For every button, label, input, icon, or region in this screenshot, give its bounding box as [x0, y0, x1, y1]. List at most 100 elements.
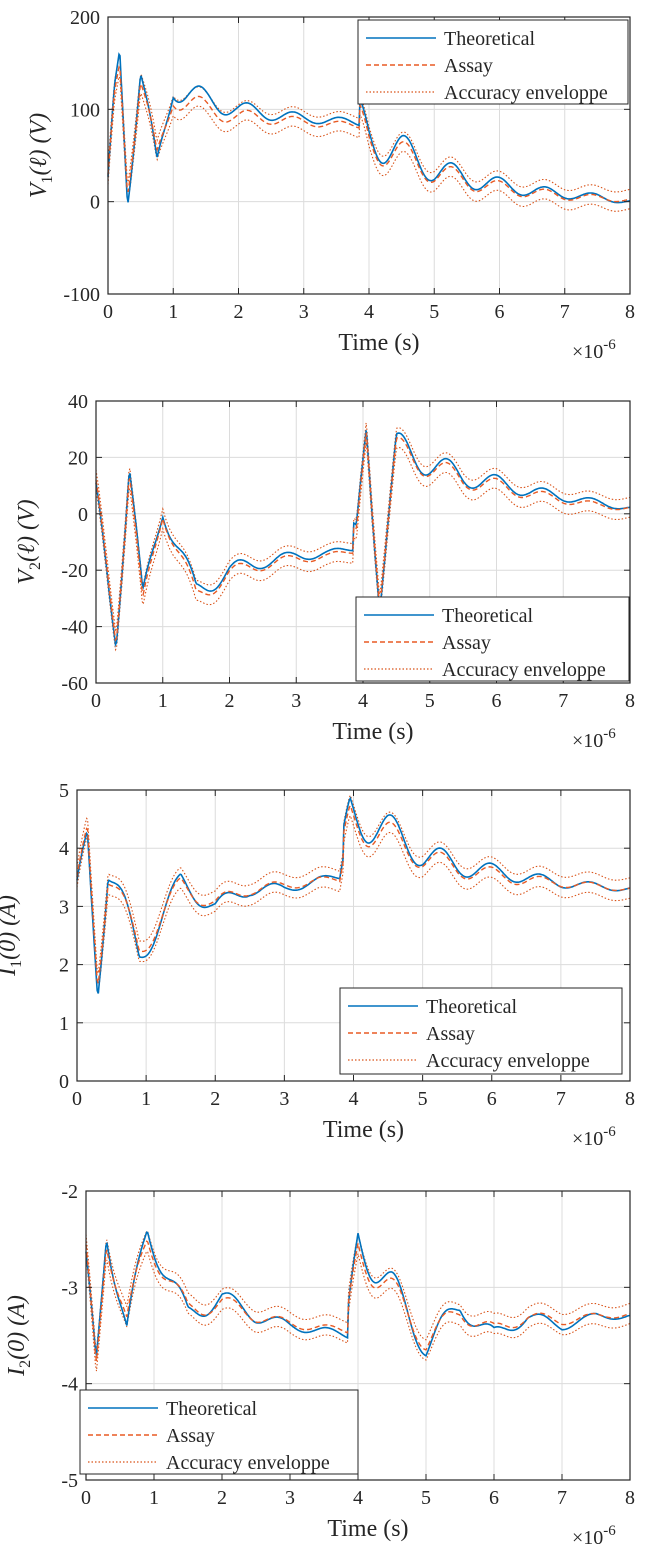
y-tick-label: -20: [61, 560, 88, 582]
x-tick-label: 2: [234, 301, 244, 323]
x-tick-label: 4: [349, 1088, 359, 1110]
y-tick-label: 40: [68, 391, 88, 413]
x-tick-label: 5: [418, 1088, 428, 1110]
series-envelope-upper: [95, 422, 631, 632]
x-tick-label: 7: [557, 1487, 567, 1509]
x-axis-multiplier: ×10-6: [572, 1124, 616, 1150]
y-axis-label: V2(ℓ) (V): [14, 499, 44, 584]
y-tick-label: 2: [59, 955, 69, 977]
legend-label: Assay: [426, 1023, 475, 1045]
y-tick-label: -5: [61, 1470, 78, 1492]
x-tick-label: 1: [168, 301, 178, 323]
x-axis-multiplier: ×10-6: [572, 726, 616, 752]
y-tick-label: 3: [59, 896, 69, 918]
y-tick-label: -40: [61, 617, 88, 639]
x-tick-label: 6: [495, 301, 505, 323]
x-tick-label: 8: [625, 1487, 635, 1509]
x-tick-label: 7: [558, 690, 568, 712]
x-axis-multiplier: ×10-6: [572, 337, 616, 363]
series-assay: [76, 803, 631, 984]
x-axis-multiplier: ×10-6: [572, 1523, 616, 1549]
legend-label: Theoretical: [166, 1398, 257, 1420]
legend-label: Accuracy enveloppe: [426, 1050, 590, 1072]
y-tick-label: -100: [63, 284, 100, 306]
legend-box: [79, 1389, 359, 1475]
legend: Theoretical Assay Accuracy enveloppe: [79, 1389, 359, 1475]
x-tick-label: 4: [358, 690, 368, 712]
legend-label: Theoretical: [444, 28, 535, 50]
x-tick-label: 0: [103, 301, 113, 323]
legend-label: Accuracy enveloppe: [442, 659, 606, 681]
legend: Theoretical Assay Accuracy enveloppe: [355, 596, 630, 682]
x-tick-label: 6: [489, 1487, 499, 1509]
x-tick-label: 8: [625, 301, 635, 323]
x-tick-label: 1: [158, 690, 168, 712]
panel-v2: 0 1 2 3 4 5 6 7 8 -60 -40 -20 0 20 40 Time (s) ×10-6 V2(ℓ…: [14, 391, 635, 752]
y-tick-label: -3: [61, 1277, 78, 1299]
y-tick-label: 1: [59, 1013, 69, 1035]
x-tick-label: 2: [217, 1487, 227, 1509]
y-tick-label: -2: [61, 1181, 78, 1203]
panel-i1: 0 1 2 3 4 5 6 7 8 0 1 2 3 4 5 Time (s) ×10-6 I1(0) (A) The…: [0, 780, 635, 1150]
y-tick-label: 100: [70, 99, 100, 121]
y-tick-label: 4: [59, 838, 69, 860]
y-tick-label: 0: [78, 504, 88, 526]
x-tick-label: 6: [487, 1088, 497, 1110]
x-tick-label: 2: [225, 690, 235, 712]
x-axis-label: Time (s): [323, 1117, 404, 1143]
x-tick-label: 1: [149, 1487, 159, 1509]
series-theoretical: [95, 430, 631, 648]
legend-label: Theoretical: [426, 996, 517, 1018]
y-tick-label: -4: [61, 1374, 78, 1396]
series-envelope-upper: [107, 55, 631, 193]
x-axis-label: Time (s): [338, 330, 419, 356]
series-assay: [107, 65, 631, 203]
y-tick-label: 200: [70, 7, 100, 29]
y-tick-label: 20: [68, 447, 88, 469]
x-tick-label: 4: [364, 301, 374, 323]
x-axis-label: Time (s): [327, 1516, 408, 1542]
y-tick-label: 5: [59, 780, 69, 802]
legend-label: Assay: [166, 1425, 215, 1447]
x-tick-label: 5: [425, 690, 435, 712]
legend-label: Assay: [442, 632, 491, 654]
y-axis-label: I2(0) (A): [4, 1295, 34, 1377]
legend-box: [355, 596, 630, 682]
x-tick-label: 3: [299, 301, 309, 323]
x-tick-label: 8: [625, 1088, 635, 1110]
x-tick-label: 4: [353, 1487, 363, 1509]
series-envelope-lower: [85, 1250, 631, 1372]
x-tick-label: 2: [210, 1088, 220, 1110]
y-tick-label: 0: [59, 1071, 69, 1093]
legend-label: Accuracy enveloppe: [444, 82, 608, 104]
x-axis-label: Time (s): [332, 719, 413, 745]
x-tick-label: 3: [285, 1487, 295, 1509]
legend-label: Assay: [444, 55, 493, 77]
x-tick-label: 5: [421, 1487, 431, 1509]
x-tick-label: 0: [81, 1487, 91, 1509]
y-tick-label: -60: [61, 673, 88, 695]
y-axis-label: V1(ℓ) (V): [26, 113, 56, 198]
x-tick-label: 8: [625, 690, 635, 712]
legend-box: [357, 19, 629, 105]
x-tick-label: 6: [492, 690, 502, 712]
x-tick-label: 5: [429, 301, 439, 323]
series-assay: [95, 432, 631, 643]
x-tick-label: 0: [72, 1088, 82, 1110]
series-theoretical: [107, 52, 631, 204]
panel-i2: 0 1 2 3 4 5 6 7 8 -5 -4 -3 -2 Time (s) ×10-6 I2(0) (A) T…: [4, 1181, 635, 1549]
y-tick-label: 0: [90, 192, 100, 214]
x-tick-label: 1: [141, 1088, 151, 1110]
legend-label: Theoretical: [442, 605, 533, 627]
x-tick-label: 7: [556, 1088, 566, 1110]
x-tick-label: 3: [291, 690, 301, 712]
legend: Theoretical Assay Accuracy enveloppe: [339, 987, 623, 1075]
y-axis-label: I1(0) (A): [0, 895, 25, 977]
x-tick-label: 3: [279, 1088, 289, 1110]
x-tick-label: 7: [560, 301, 570, 323]
series-envelope-lower: [107, 75, 631, 212]
series-envelope-lower: [95, 442, 631, 652]
x-tick-label: 0: [91, 690, 101, 712]
